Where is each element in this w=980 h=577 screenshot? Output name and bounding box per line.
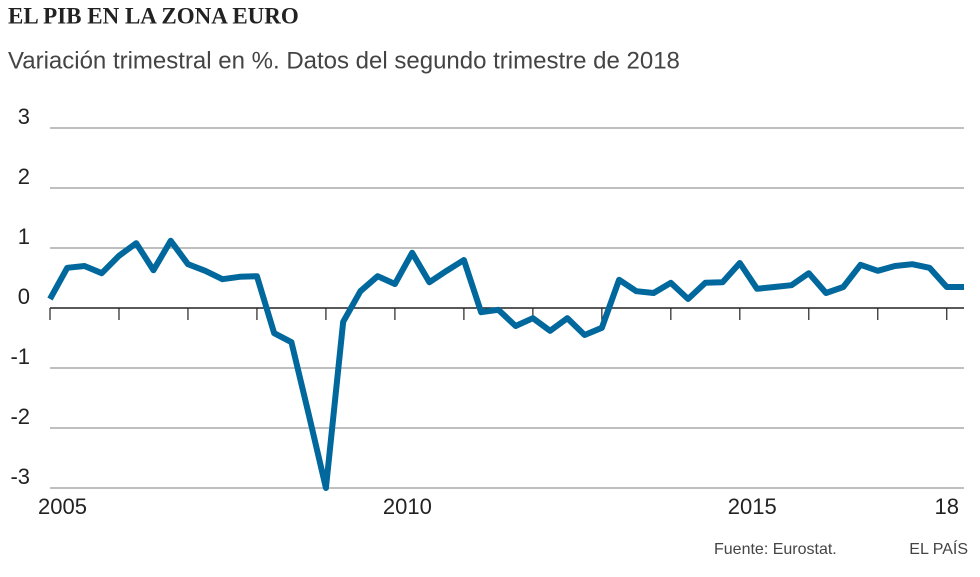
y-tick-label: 3 <box>18 104 30 129</box>
y-tick-label: -3 <box>10 464 30 489</box>
y-tick-label: 0 <box>18 284 30 309</box>
chart-subtitle: Variación trimestral en %. Datos del seg… <box>8 47 680 74</box>
x-tick-label: 2010 <box>383 494 432 519</box>
y-tick-label: 1 <box>18 224 30 249</box>
brand: EL PAÍS <box>909 539 968 558</box>
y-tick-label: -1 <box>10 344 30 369</box>
y-tick-label: 2 <box>18 164 30 189</box>
x-tick-label: 2015 <box>728 494 777 519</box>
data-line <box>47 237 964 491</box>
x-tick-label: 18 <box>935 494 959 519</box>
chart-title: EL PIB EN LA ZONA EURO <box>8 3 299 28</box>
source: Fuente: Eurostat. <box>714 541 837 558</box>
y-tick-label: -2 <box>10 404 30 429</box>
x-tick-label: 2005 <box>38 494 87 519</box>
